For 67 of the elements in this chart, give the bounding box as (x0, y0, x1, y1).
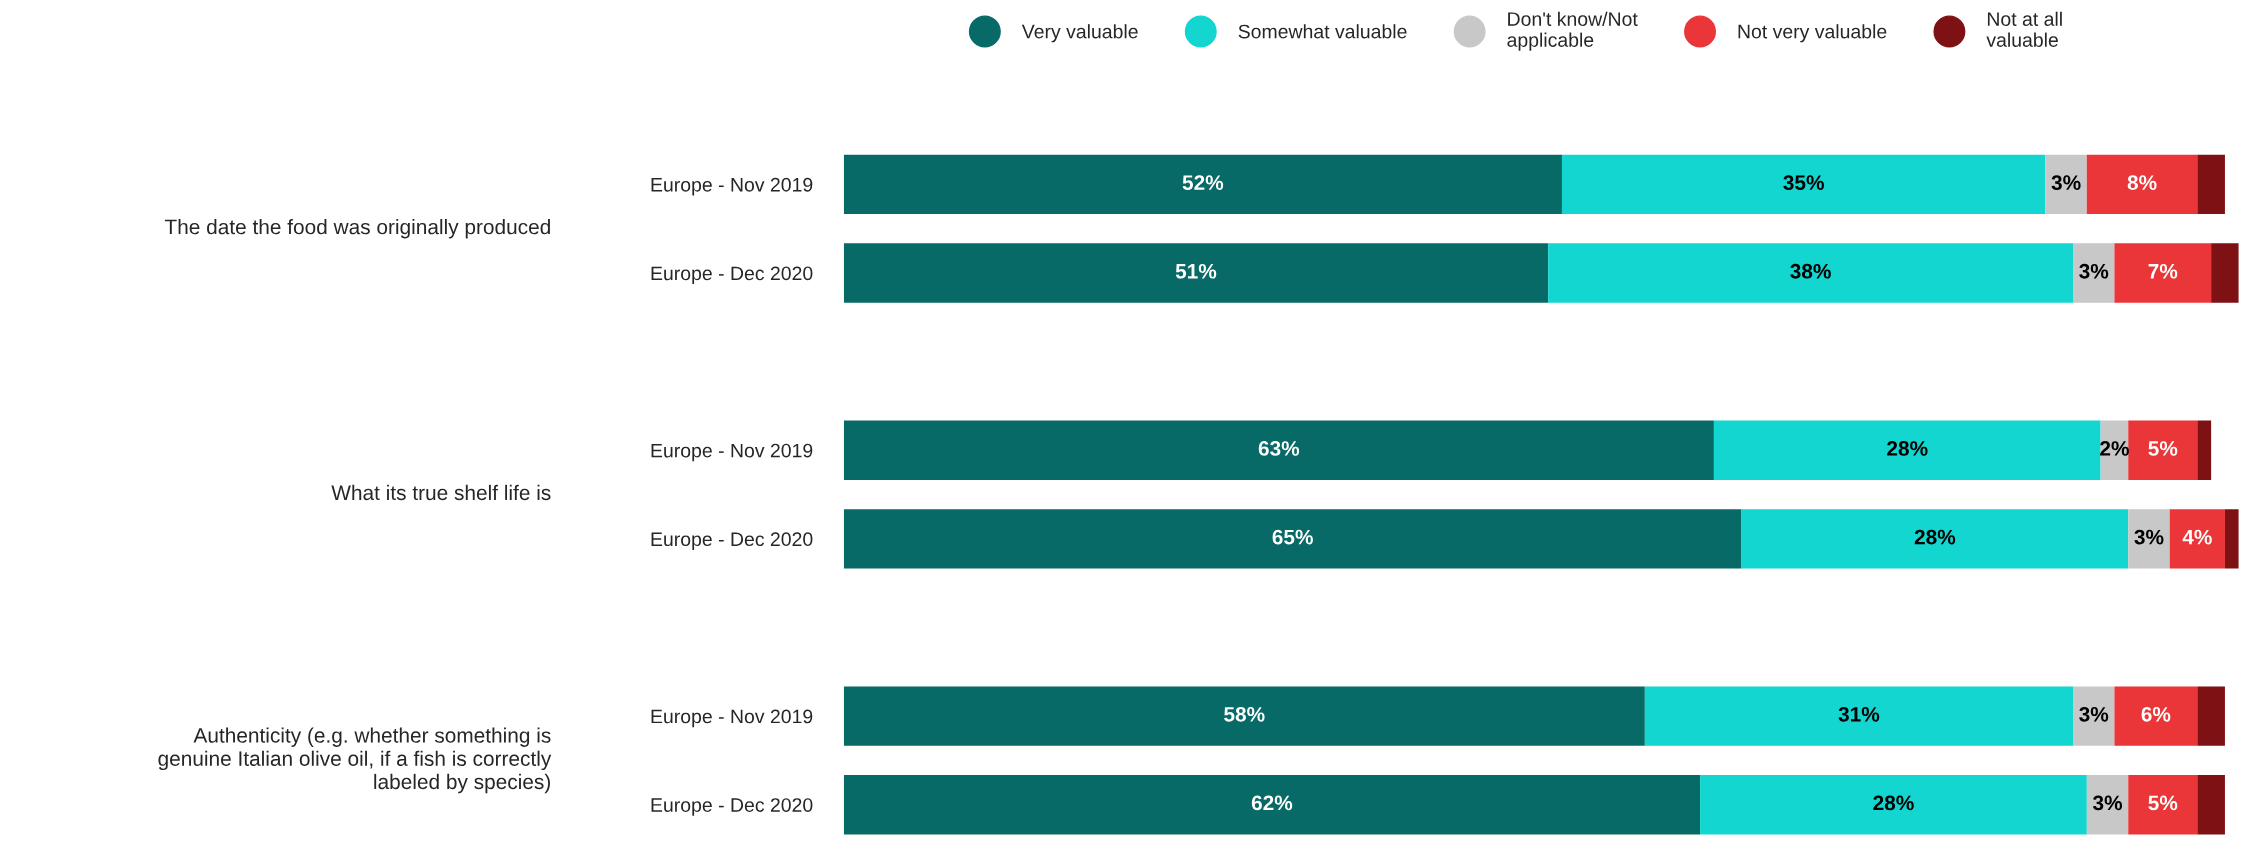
bar (2128, 509, 2170, 569)
bar (843, 420, 1714, 480)
y-tick-label: Europe - Nov 2019 (651, 709, 813, 728)
bar (843, 775, 1701, 835)
legend-label: Not at all valuable (1986, 11, 2062, 47)
data-label: 7% (2148, 263, 2178, 279)
bar (2086, 154, 2198, 215)
bar (843, 154, 1562, 215)
y-tick-label: Europe - Dec 2020 (651, 266, 813, 285)
data-label: 6% (2141, 706, 2171, 722)
text: What its true shelf life is (331, 484, 551, 501)
data-label: 3% (2051, 175, 2081, 191)
data-label: 3% (2092, 795, 2123, 811)
y-tick-label: Europe - Nov 2019 (651, 443, 813, 462)
bar (2128, 775, 2198, 835)
text: Authenticity (e.g. whether something is genuine Italian olive oil, if a fish is correctly labeled by species) (158, 727, 552, 794)
data-label: 28% (1873, 795, 1914, 811)
bar (2224, 509, 2239, 569)
bar (843, 243, 1549, 303)
bar (1644, 686, 2074, 746)
y-tick-label: Europe - Dec 2020 (651, 532, 813, 550)
bar (2073, 686, 2115, 746)
legend-label: Very valuable (1021, 24, 1138, 43)
data-label: 38% (1790, 263, 1831, 279)
data-label: 31% (1838, 706, 1880, 722)
bar (2197, 775, 2225, 835)
bar (2086, 775, 2129, 835)
legend-label: Don't know/Not applicable (1507, 11, 1638, 51)
data-label: 5% (2148, 441, 2178, 456)
bar (2197, 420, 2212, 480)
bar (2114, 243, 2212, 303)
bar (1561, 154, 2046, 215)
y-tick-label: Europe - Nov 2019 (651, 177, 813, 196)
data-label: 35% (1783, 175, 1824, 191)
bar (1700, 775, 2087, 835)
data-label: 28% (1914, 529, 1956, 545)
data-label: 8% (2127, 175, 2157, 190)
y-tick-label: Europe - Dec 2020 (651, 798, 813, 816)
bar (1548, 243, 2074, 303)
data-label: 3% (2079, 706, 2109, 722)
bar (2169, 509, 2225, 569)
data-label: 51% (1175, 263, 1217, 279)
data-label: 3% (2134, 529, 2164, 545)
bar (2045, 154, 2087, 215)
legend-label: Somewhat valuable (1238, 24, 1407, 39)
data-label: 63% (1258, 441, 1300, 456)
legend-label: Not very valuable (1738, 24, 1887, 43)
data-label: 62% (1251, 795, 1293, 811)
data-label: 3% (2079, 263, 2109, 279)
bar (2073, 243, 2115, 303)
data-label: 65% (1272, 529, 1313, 545)
data-label: 5% (2148, 795, 2178, 811)
bar (2114, 686, 2198, 746)
bar (1741, 509, 2129, 569)
bar (2197, 154, 2225, 215)
text: The date the food was originally produced (164, 218, 550, 239)
bar (2197, 686, 2225, 746)
bar (1713, 420, 2101, 480)
data-label: 52% (1182, 175, 1224, 190)
bar (2211, 243, 2239, 303)
data-label: 4% (2182, 529, 2212, 545)
data-label: 2% (2100, 441, 2129, 456)
data-label: 28% (1887, 441, 1928, 456)
bar (843, 509, 1742, 569)
bar (2128, 420, 2198, 480)
bar (843, 686, 1645, 746)
data-label: 58% (1224, 706, 1265, 722)
